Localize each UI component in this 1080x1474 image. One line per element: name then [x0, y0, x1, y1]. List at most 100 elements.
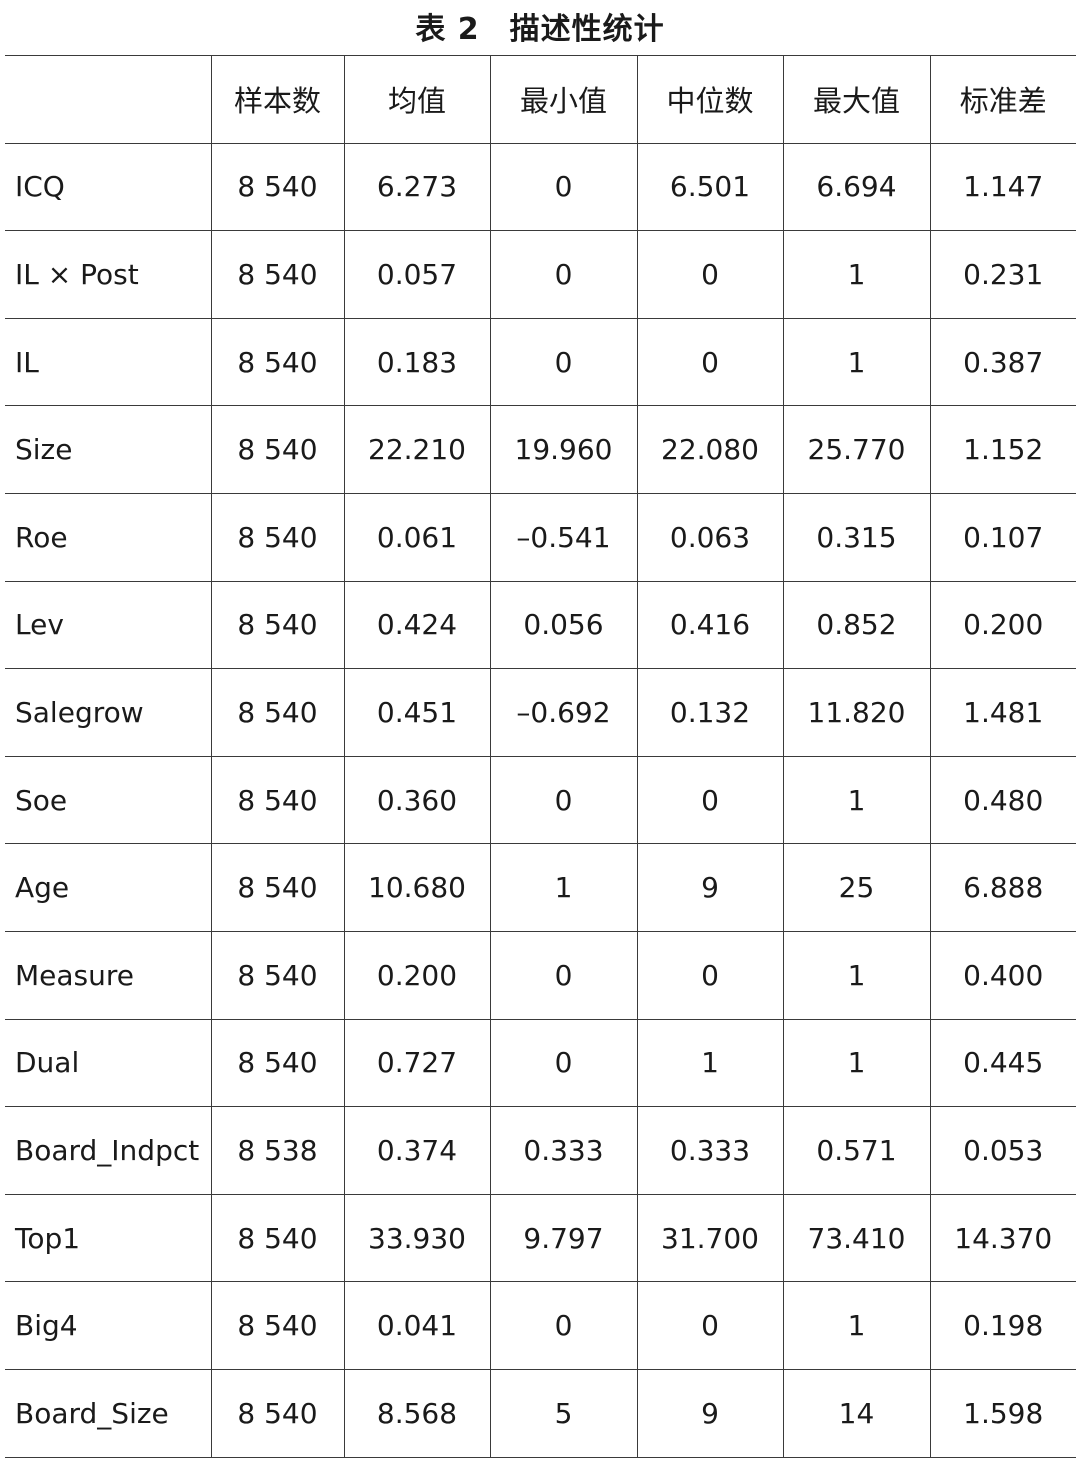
table-number: 表 2	[415, 12, 480, 47]
table-row: Top1 8 540 33.930 9.797 31.700 73.410 14.370	[5, 1193, 1076, 1283]
sample-size-cell: 8 540	[210, 142, 344, 232]
variable-name-cell: IL × Post	[5, 230, 211, 319]
variable-name-cell: Size	[5, 405, 211, 494]
variable-name-cell: Board_Indpct	[5, 1106, 211, 1195]
variable-name-cell: Roe	[5, 492, 211, 582]
median-cell: 0	[636, 317, 783, 407]
std-cell: 0.053	[929, 1106, 1076, 1195]
std-cell: 0.400	[929, 930, 1076, 1020]
header-min: 最小值	[489, 55, 637, 144]
header-median: 中位数	[636, 55, 783, 144]
std-cell: 0.107	[929, 492, 1076, 582]
sample-size-cell: 8 540	[210, 405, 344, 494]
variable-name-cell: Dual	[5, 1018, 211, 1108]
min-cell: 0.056	[489, 580, 637, 670]
sample-size-cell: 8 540	[210, 580, 344, 670]
mean-cell: 10.680	[343, 843, 490, 932]
mean-cell: 0.041	[343, 1281, 490, 1370]
std-cell: 0.387	[929, 317, 1076, 407]
variable-name-cell: Soe	[5, 755, 211, 845]
std-cell: 0.445	[929, 1018, 1076, 1108]
variable-name-cell: Salegrow	[5, 668, 211, 757]
std-cell: 0.200	[929, 580, 1076, 670]
table-row: ICQ 8 540 6.273 0 6.501 6.694 1.147	[5, 142, 1076, 232]
min-cell: 0	[489, 755, 637, 845]
mean-cell: 0.727	[343, 1018, 490, 1108]
mean-cell: 0.057	[343, 230, 490, 319]
std-cell: 0.480	[929, 755, 1076, 845]
std-cell: 6.888	[929, 843, 1076, 932]
table-row: Lev 8 540 0.424 0.056 0.416 0.852 0.200	[5, 580, 1076, 670]
max-cell: 1	[782, 317, 930, 407]
std-cell: 1.152	[929, 405, 1076, 494]
median-cell: 9	[636, 1368, 783, 1458]
min-cell: 0	[489, 1018, 637, 1108]
mean-cell: 33.930	[343, 1193, 490, 1283]
median-cell: 0.416	[636, 580, 783, 670]
max-cell: 14	[782, 1368, 930, 1458]
max-cell: 6.694	[782, 142, 930, 232]
sample-size-cell: 8 538	[210, 1106, 344, 1195]
variable-name-cell: Top1	[5, 1193, 211, 1283]
median-cell: 31.700	[636, 1193, 783, 1283]
min-cell: –0.541	[489, 492, 637, 582]
table-row: IL 8 540 0.183 0 0 1 0.387	[5, 317, 1076, 407]
median-cell: 0.333	[636, 1106, 783, 1195]
mean-cell: 0.200	[343, 930, 490, 1020]
sample-size-cell: 8 540	[210, 668, 344, 757]
table-row: Big4 8 540 0.041 0 0 1 0.198	[5, 1281, 1076, 1370]
header-max: 最大值	[782, 55, 930, 144]
table-row: Salegrow 8 540 0.451 –0.692 0.132 11.820 1.481	[5, 668, 1076, 757]
table-row: Board_Indpct 8 538 0.374 0.333 0.333 0.571 0.0…	[5, 1106, 1076, 1195]
max-cell: 25	[782, 843, 930, 932]
min-cell: 0	[489, 142, 637, 232]
std-cell: 0.231	[929, 230, 1076, 319]
min-cell: 0	[489, 317, 637, 407]
max-cell: 1	[782, 755, 930, 845]
min-cell: 0	[489, 230, 637, 319]
median-cell: 0	[636, 930, 783, 1020]
mean-cell: 0.424	[343, 580, 490, 670]
max-cell: 1	[782, 230, 930, 319]
mean-cell: 22.210	[343, 405, 490, 494]
variable-name-cell: Board_Size	[5, 1368, 211, 1458]
variable-name-cell: Big4	[5, 1281, 211, 1370]
sample-size-cell: 8 540	[210, 755, 344, 845]
median-cell: 6.501	[636, 142, 783, 232]
sample-size-cell: 8 540	[210, 1368, 344, 1458]
table-row: Soe 8 540 0.360 0 0 1 0.480	[5, 755, 1076, 845]
mean-cell: 0.183	[343, 317, 490, 407]
min-cell: 9.797	[489, 1193, 637, 1283]
sample-size-cell: 8 540	[210, 492, 344, 582]
max-cell: 73.410	[782, 1193, 930, 1283]
min-cell: 0	[489, 930, 637, 1020]
max-cell: 0.571	[782, 1106, 930, 1195]
max-cell: 0.852	[782, 580, 930, 670]
header-row: 样本数 均值 最小值 中位数 最大值 标准差	[5, 55, 1076, 144]
max-cell: 1	[782, 1018, 930, 1108]
min-cell: 19.960	[489, 405, 637, 494]
median-cell: 0	[636, 1281, 783, 1370]
max-cell: 11.820	[782, 668, 930, 757]
mean-cell: 0.374	[343, 1106, 490, 1195]
std-cell: 1.147	[929, 142, 1076, 232]
median-cell: 1	[636, 1018, 783, 1108]
min-cell: 5	[489, 1368, 637, 1458]
sample-size-cell: 8 540	[210, 317, 344, 407]
variable-name-cell: Age	[5, 843, 211, 932]
sample-size-cell: 8 540	[210, 930, 344, 1020]
median-cell: 9	[636, 843, 783, 932]
sample-size-cell: 8 540	[210, 1193, 344, 1283]
std-cell: 14.370	[929, 1193, 1076, 1283]
min-cell: 1	[489, 843, 637, 932]
median-cell: 0.063	[636, 492, 783, 582]
max-cell: 25.770	[782, 405, 930, 494]
median-cell: 0.132	[636, 668, 783, 757]
variable-name-cell: ICQ	[5, 142, 211, 232]
table-row: Roe 8 540 0.061 –0.541 0.063 0.315 0.107	[5, 492, 1076, 582]
max-cell: 1	[782, 930, 930, 1020]
median-cell: 0	[636, 230, 783, 319]
sample-size-cell: 8 540	[210, 843, 344, 932]
min-cell: 0.333	[489, 1106, 637, 1195]
